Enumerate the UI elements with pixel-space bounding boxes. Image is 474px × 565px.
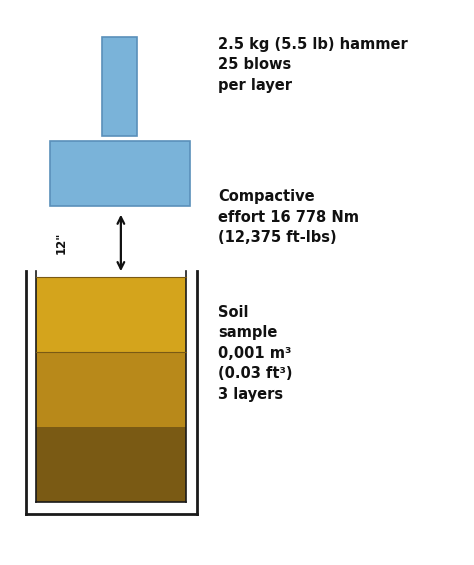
Text: Soil
sample
0,001 m³
(0.03 ft³)
3 layers: Soil sample 0,001 m³ (0.03 ft³) 3 layers <box>218 305 292 402</box>
Bar <box>102 37 137 136</box>
Text: 2.5 kg (5.5 lb) hammer
25 blows
per layer: 2.5 kg (5.5 lb) hammer 25 blows per laye… <box>218 37 408 93</box>
Text: Compactive
effort 16 778 Nm
(12,375 ft-lbs): Compactive effort 16 778 Nm (12,375 ft-l… <box>218 189 359 245</box>
Bar <box>36 352 186 427</box>
Bar <box>36 427 186 502</box>
Bar <box>50 141 190 206</box>
Text: 12": 12" <box>55 232 68 254</box>
Bar <box>36 277 186 352</box>
